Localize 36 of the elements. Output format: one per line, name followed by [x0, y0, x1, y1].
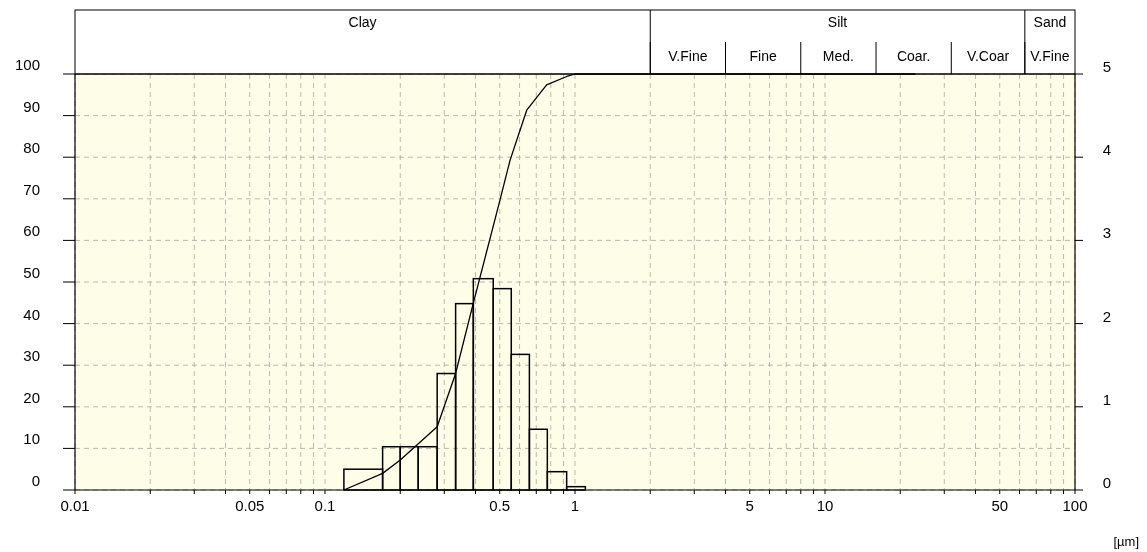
x-tick-label: 0.05 — [235, 497, 265, 514]
x-tick-label: 10 — [816, 497, 834, 514]
y-tick-label: 50 — [23, 264, 40, 281]
y2-tick-label: 2 — [1102, 307, 1112, 325]
y-tick-label: 20 — [23, 388, 40, 406]
x-tick-label: 50 — [991, 497, 1009, 514]
x-tick-label: 100 — [1062, 497, 1088, 514]
x-tick-label: 0.01 — [60, 497, 90, 514]
text: V.Fine — [668, 48, 708, 64]
y2-tick-label: 5 — [1102, 58, 1112, 75]
x-tick-label: 0.1 — [314, 497, 336, 514]
text: Silt — [827, 14, 848, 30]
x-tick-label: 1 — [570, 497, 580, 514]
y-tick-label: 100 — [14, 56, 40, 73]
y-tick-label: 10 — [23, 430, 40, 448]
y2-tick-label: 0 — [1102, 474, 1112, 491]
text: Fine — [749, 48, 777, 64]
text: Coar. — [896, 48, 931, 64]
y-tick-label: 0 — [31, 472, 40, 489]
y-tick-label: 60 — [23, 222, 40, 240]
x-tick-label: 5 — [745, 497, 754, 514]
y-tick-label: 70 — [23, 180, 40, 198]
y-tick-label: 40 — [23, 305, 40, 323]
x-tick-label: 0.5 — [489, 497, 511, 514]
text: V.Fine — [1030, 48, 1070, 64]
x-axis-title: [µm] — [1113, 534, 1139, 549]
y2-tick-label: 4 — [1102, 141, 1112, 159]
text: V.Coar — [966, 48, 1010, 64]
text: Med. — [822, 48, 854, 64]
y-tick-label: 30 — [23, 347, 40, 365]
text: Sand — [1033, 14, 1067, 30]
y2-tick-label: 3 — [1102, 224, 1112, 242]
text: Clay — [348, 14, 377, 30]
y-tick-label: 80 — [23, 139, 40, 157]
y-tick-label: 90 — [23, 97, 40, 115]
y2-tick-label: 1 — [1102, 390, 1112, 408]
